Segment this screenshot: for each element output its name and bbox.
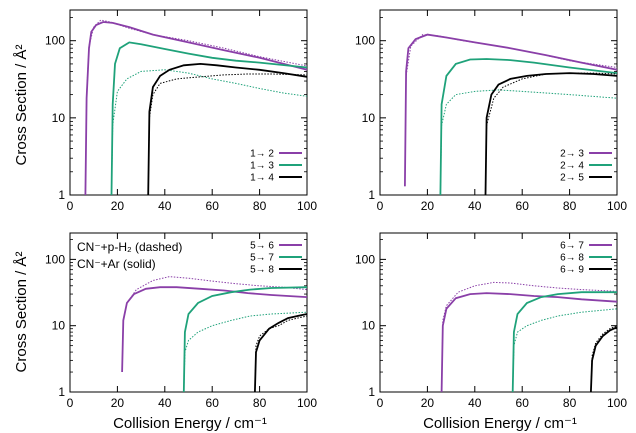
x-tick-label: 80 <box>563 199 577 213</box>
legend-label: 5→ 8 <box>250 265 274 276</box>
legend-label: 2→ 4 <box>560 161 584 172</box>
x-tick-label: 100 <box>297 199 317 213</box>
series-3-solid-line <box>147 62 308 196</box>
series-2-dashed-line <box>111 69 308 196</box>
plot-frame <box>69 9 308 196</box>
legend-label: 1→ 3 <box>250 161 274 172</box>
series-2-dashed-line <box>439 89 618 196</box>
x-axis-label-right: Collision Energy / cm⁻¹ <box>423 415 577 432</box>
x-tick-label: 100 <box>607 199 627 213</box>
x-tick-label: 80 <box>253 199 267 213</box>
x-tick-label: 60 <box>206 396 220 410</box>
x-tick-label: 20 <box>421 199 435 213</box>
y-tick-label: 1 <box>58 188 65 202</box>
y-tick-label: 10 <box>362 111 376 125</box>
series-3-dashed-line <box>147 73 308 196</box>
series-1-dashed-line <box>404 34 618 187</box>
annotation-line-1: CN⁻+p-H₂ (dashed) <box>77 240 182 254</box>
series-2-solid-line <box>110 41 308 196</box>
series-2-dashed-line <box>512 308 618 393</box>
y-tick-label: 100 <box>45 252 65 266</box>
x-tick-label: 20 <box>111 396 125 410</box>
y-tick-label: 1 <box>368 188 375 202</box>
x-tick-label: 20 <box>111 199 125 213</box>
annotation-line-2: CN⁻+Ar (solid) <box>77 257 156 271</box>
x-tick-label: 40 <box>158 199 172 213</box>
x-tick-label: 0 <box>377 199 384 213</box>
series-1-solid-line <box>121 286 308 373</box>
series-2-solid-line <box>182 286 308 393</box>
series-3-solid-line <box>254 313 308 393</box>
legend-label: 5→ 6 <box>250 241 274 252</box>
legend-label: 6→ 8 <box>560 253 584 264</box>
plot-frame <box>379 9 618 196</box>
series-3-dashed-line <box>485 72 618 196</box>
x-tick-label: 60 <box>516 396 530 410</box>
x-tick-label: 80 <box>563 396 577 410</box>
x-tick-label: 80 <box>253 396 267 410</box>
y-tick-label: 10 <box>362 319 376 333</box>
series-1-solid-line <box>84 21 308 196</box>
legend-label: 1→ 2 <box>250 149 274 160</box>
series-2-solid-line <box>439 58 618 196</box>
y-tick-label: 100 <box>45 34 65 48</box>
series-1-solid-line <box>404 33 618 187</box>
y-tick-label: 10 <box>52 111 66 125</box>
x-axis-label-left: Collision Energy / cm⁻¹ <box>113 415 267 432</box>
series-2-solid-line <box>511 291 617 393</box>
x-tick-label: 40 <box>468 396 482 410</box>
series-1-solid-line <box>440 292 618 393</box>
x-tick-label: 40 <box>158 396 172 410</box>
plot-frame <box>69 232 308 393</box>
panel-top-left: 1 10 100 0 20 40 60 80 100 1→ 21→ 31→ 4 <box>45 9 317 213</box>
series-1-dashed-line <box>121 276 308 373</box>
x-tick-label: 40 <box>468 199 482 213</box>
series-2-dashed-line <box>183 311 308 393</box>
y-axis-label-bottom: Cross Section / Å² <box>13 252 30 373</box>
legend-label: 2→ 5 <box>560 173 584 184</box>
y-axis-label-top: Cross Section / Å² <box>13 45 30 166</box>
series-3-solid-line <box>484 72 618 196</box>
x-tick-label: 100 <box>607 396 627 410</box>
x-tick-label: 0 <box>67 199 74 213</box>
x-tick-label: 0 <box>377 396 384 410</box>
y-tick-label: 1 <box>58 385 65 399</box>
y-tick-label: 100 <box>355 252 375 266</box>
y-tick-label: 10 <box>52 319 66 333</box>
legend-label: 6→ 7 <box>560 241 584 252</box>
panel-top-right: 1 10 100 0 20 40 60 80 100 2→ 32→ 42→ 5 <box>355 9 627 213</box>
y-tick-label: 1 <box>368 385 375 399</box>
legend-label: 5→ 7 <box>250 253 274 264</box>
x-tick-label: 20 <box>421 396 435 410</box>
legend-label: 1→ 4 <box>250 173 274 184</box>
x-tick-label: 100 <box>297 396 317 410</box>
legend-label: 6→ 9 <box>560 265 584 276</box>
x-tick-label: 0 <box>67 396 74 410</box>
series-3-solid-line <box>590 326 618 393</box>
x-tick-label: 60 <box>206 199 220 213</box>
legend-label: 2→ 3 <box>560 149 584 160</box>
plot-frame <box>379 232 618 393</box>
x-tick-label: 60 <box>516 199 530 213</box>
panel-bottom-right: 1 10 100 0 20 40 60 80 100 6→ 76→ 86→ 9 <box>355 232 627 410</box>
series-3-dashed-line <box>254 315 308 393</box>
y-tick-label: 100 <box>355 34 375 48</box>
panel-bottom-left: 1 10 100 0 20 40 60 80 100 5→ 65→ 75→ 8 <box>45 232 317 410</box>
